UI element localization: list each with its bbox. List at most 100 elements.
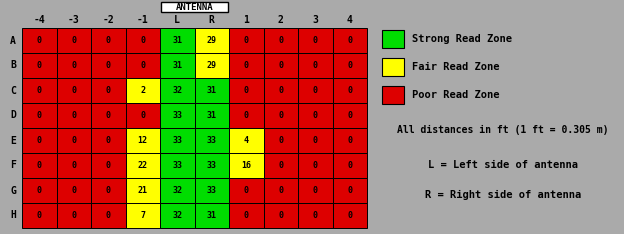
Text: -1: -1 [137,15,149,25]
Bar [229,103,263,128]
Bar [22,28,57,53]
Text: 0: 0 [71,86,76,95]
Text: -3: -3 [68,15,80,25]
Text: E: E [10,135,16,146]
Text: 0: 0 [313,111,318,120]
Text: 22: 22 [138,161,148,170]
Text: 0: 0 [140,61,145,70]
Text: 0: 0 [105,61,110,70]
Bar [125,28,160,53]
Bar [382,58,404,76]
Text: 0: 0 [278,111,283,120]
Text: 0: 0 [278,86,283,95]
Text: 0: 0 [140,111,145,120]
Bar [195,178,229,203]
Text: ANTENNA: ANTENNA [176,3,213,11]
Bar [57,103,91,128]
Text: 29: 29 [207,36,217,45]
Text: 2: 2 [278,15,284,25]
Text: L: L [174,15,180,25]
Text: 0: 0 [347,161,353,170]
Text: R = Right side of antenna: R = Right side of antenna [425,190,581,200]
Bar [333,153,367,178]
Bar [229,203,263,228]
Bar [263,28,298,53]
Bar [22,203,57,228]
Text: 0: 0 [37,136,42,145]
Text: 0: 0 [347,111,353,120]
Bar [263,78,298,103]
Text: 3: 3 [313,15,318,25]
Bar [298,78,333,103]
Bar [22,78,57,103]
Bar [263,53,298,78]
Bar [298,203,333,228]
Text: 32: 32 [172,186,182,195]
Text: 0: 0 [244,111,249,120]
Bar [57,28,91,53]
Text: 0: 0 [105,211,110,220]
Bar [160,53,195,78]
Bar [91,203,125,228]
Bar [91,28,125,53]
Text: R: R [209,15,215,25]
Text: F: F [10,161,16,171]
Bar [298,178,333,203]
Text: 33: 33 [207,161,217,170]
Text: 12: 12 [138,136,148,145]
Text: 0: 0 [278,211,283,220]
Text: 0: 0 [37,186,42,195]
Text: 31: 31 [172,61,182,70]
Text: 0: 0 [278,36,283,45]
Bar [160,203,195,228]
Text: 4: 4 [244,136,249,145]
Text: 0: 0 [105,161,110,170]
Text: 0: 0 [244,86,249,95]
Bar [333,53,367,78]
Text: 0: 0 [105,36,110,45]
Text: 0: 0 [37,111,42,120]
Bar [333,28,367,53]
Bar [160,128,195,153]
Bar [125,103,160,128]
Text: 0: 0 [37,61,42,70]
Text: 31: 31 [172,36,182,45]
Text: 16: 16 [241,161,251,170]
Text: -4: -4 [33,15,45,25]
Bar [298,28,333,53]
Text: 0: 0 [244,36,249,45]
Bar [382,30,404,48]
Bar [125,203,160,228]
Text: 0: 0 [105,136,110,145]
Text: -2: -2 [102,15,114,25]
Bar [263,153,298,178]
Bar [229,53,263,78]
Text: C: C [10,85,16,95]
Bar [298,128,333,153]
Bar [91,78,125,103]
Bar [22,128,57,153]
Text: 0: 0 [347,36,353,45]
Bar [195,53,229,78]
Bar [91,53,125,78]
Bar [229,28,263,53]
Text: 0: 0 [278,161,283,170]
Bar [57,153,91,178]
Bar [333,78,367,103]
Bar [57,178,91,203]
Bar [195,153,229,178]
Bar [91,178,125,203]
Bar [125,78,160,103]
Text: All distances in ft (1 ft = 0.305 m): All distances in ft (1 ft = 0.305 m) [397,125,609,135]
Text: 0: 0 [71,211,76,220]
Text: H: H [10,211,16,220]
Bar [229,78,263,103]
Bar [333,203,367,228]
Text: 0: 0 [71,161,76,170]
Bar [57,128,91,153]
Bar [195,78,229,103]
Bar [125,53,160,78]
Text: D: D [10,110,16,121]
Bar [125,178,160,203]
Bar [298,53,333,78]
